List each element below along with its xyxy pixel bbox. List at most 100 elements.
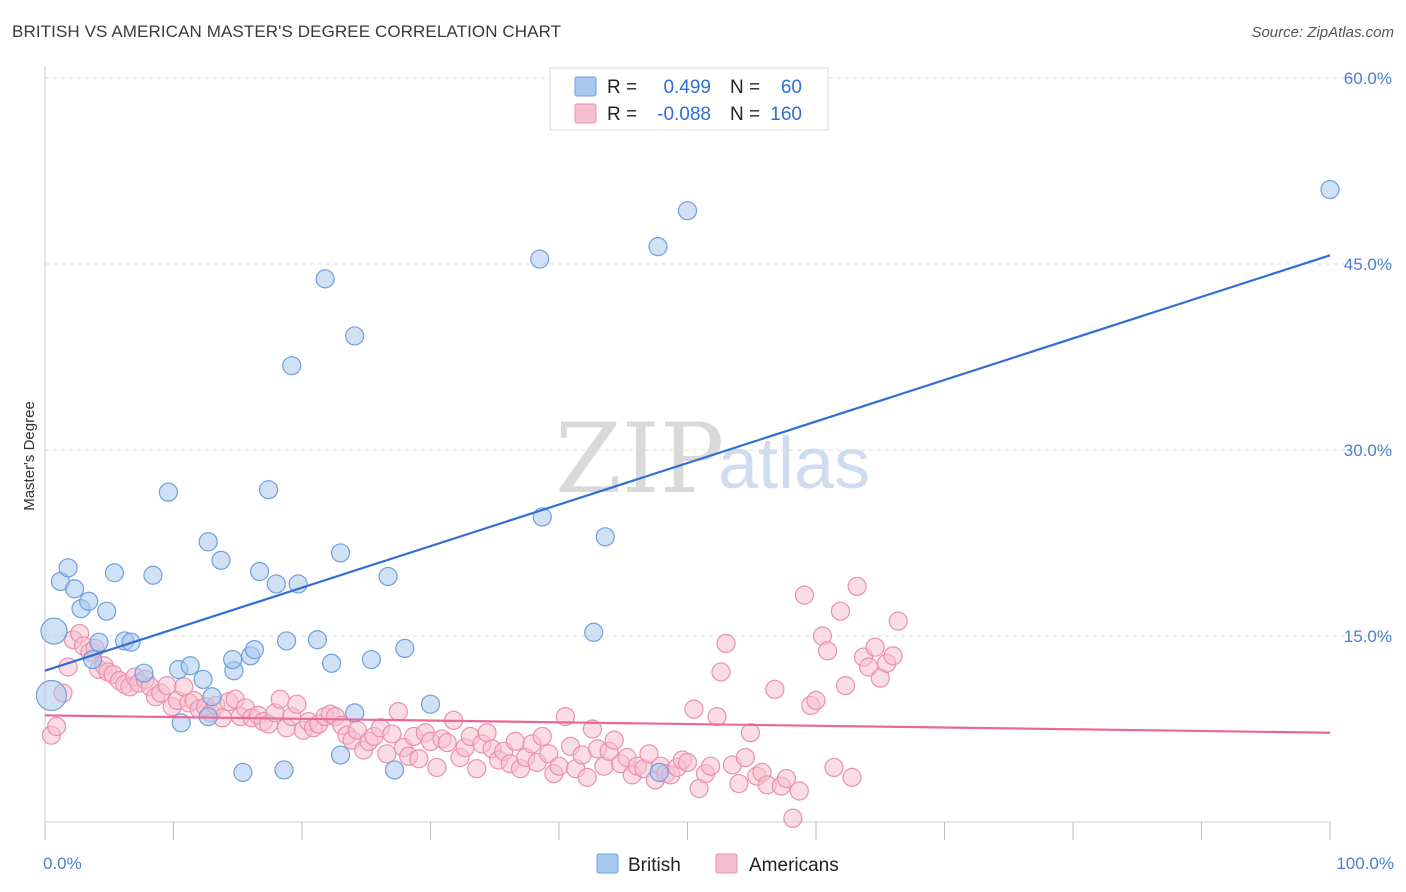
americans-key-label: Americans bbox=[749, 855, 839, 876]
watermark-atlas: atlas bbox=[718, 424, 870, 504]
british-point bbox=[677, 201, 698, 221]
americans-point bbox=[477, 723, 497, 743]
americans-point bbox=[865, 637, 885, 657]
british-point bbox=[530, 249, 550, 269]
source-credit: Source: ZipAtlas.com bbox=[1251, 24, 1394, 41]
americans-point bbox=[716, 633, 736, 654]
british-key-label: British bbox=[628, 855, 681, 876]
americans-point bbox=[711, 662, 731, 682]
british-point bbox=[202, 687, 222, 707]
gridlines bbox=[45, 77, 1392, 637]
british-point bbox=[180, 656, 200, 676]
british-point bbox=[233, 762, 253, 783]
british-point bbox=[307, 630, 328, 650]
y-tick-label: 30.0% bbox=[1344, 441, 1392, 460]
y-axis-label: Master's Degree bbox=[21, 401, 38, 511]
british-trend-line bbox=[44, 254, 1331, 672]
americans-point bbox=[883, 646, 903, 666]
british-point bbox=[330, 543, 351, 563]
americans-point bbox=[677, 752, 698, 773]
americans-point bbox=[824, 757, 844, 778]
british-point bbox=[384, 760, 405, 780]
y-tick-label: 45.0% bbox=[1344, 255, 1392, 274]
americans-point bbox=[604, 730, 624, 750]
americans-point bbox=[740, 723, 761, 743]
y-tick-label: 60.0% bbox=[1344, 69, 1392, 88]
americans-series bbox=[41, 576, 908, 828]
americans-r-value: -0.088 bbox=[657, 104, 711, 125]
americans-point bbox=[287, 694, 307, 714]
british-point bbox=[584, 622, 604, 642]
americans-n-label: N = bbox=[730, 104, 760, 125]
british-point bbox=[35, 679, 68, 712]
americans-point bbox=[842, 767, 862, 787]
british-point bbox=[158, 482, 178, 502]
americans-legend-swatch bbox=[574, 103, 597, 124]
british-n-value: 60 bbox=[781, 77, 802, 98]
americans-point bbox=[46, 716, 67, 737]
americans-point bbox=[776, 768, 797, 789]
americans-point bbox=[409, 749, 429, 769]
british-point bbox=[395, 638, 415, 659]
british-point bbox=[58, 558, 78, 578]
british-point bbox=[193, 669, 213, 690]
americans-point bbox=[270, 689, 290, 709]
british-point bbox=[420, 694, 441, 714]
americans-point bbox=[555, 706, 576, 727]
british-point bbox=[378, 566, 398, 587]
americans-point bbox=[382, 724, 402, 744]
americans-point bbox=[783, 808, 803, 828]
british-r-value: 0.499 bbox=[663, 77, 711, 98]
british-point bbox=[40, 617, 68, 645]
british-key-swatch bbox=[596, 853, 619, 874]
british-point bbox=[143, 565, 163, 585]
british-point bbox=[134, 663, 154, 683]
x-tick-label: 100.0% bbox=[1336, 854, 1394, 873]
americans-point bbox=[505, 731, 525, 752]
americans-point bbox=[859, 657, 879, 677]
british-r-label: R = bbox=[607, 77, 637, 98]
americans-point bbox=[707, 706, 727, 727]
tick-labels: 15.0% 30.0% 45.0% 60.0% 0.0% 100.0% bbox=[43, 69, 1394, 873]
americans-key-swatch bbox=[715, 853, 738, 874]
british-point bbox=[104, 563, 124, 583]
british-point bbox=[648, 237, 668, 257]
british-point bbox=[82, 649, 103, 670]
british-point bbox=[595, 527, 615, 547]
americans-point bbox=[817, 641, 838, 661]
british-point bbox=[649, 762, 669, 783]
british-point bbox=[276, 631, 297, 651]
americans-point bbox=[765, 679, 785, 699]
british-point bbox=[79, 591, 99, 611]
americans-point bbox=[835, 675, 856, 696]
americans-point bbox=[794, 585, 815, 605]
americans-point bbox=[639, 744, 659, 764]
british-point bbox=[315, 269, 335, 289]
americans-point bbox=[577, 767, 597, 787]
americans-point bbox=[532, 726, 552, 747]
british-point bbox=[330, 745, 351, 765]
british-point bbox=[249, 561, 270, 582]
americans-r-label: R = bbox=[607, 104, 637, 125]
americans-point bbox=[847, 576, 867, 597]
x-tick-label: 0.0% bbox=[43, 854, 82, 873]
americans-point bbox=[549, 756, 569, 776]
americans-point bbox=[830, 601, 851, 621]
british-point bbox=[198, 532, 218, 552]
british-point bbox=[223, 649, 243, 670]
americans-point bbox=[437, 733, 457, 753]
americans-point bbox=[582, 719, 603, 739]
british-point bbox=[345, 703, 365, 723]
british-point bbox=[1320, 180, 1340, 200]
british-point bbox=[89, 632, 109, 652]
americans-point bbox=[684, 699, 704, 719]
british-point bbox=[64, 579, 85, 599]
chart-title: BRITISH VS AMERICAN MASTER'S DEGREE CORR… bbox=[12, 22, 562, 41]
americans-point bbox=[735, 747, 755, 768]
americans-point bbox=[806, 690, 826, 711]
british-point bbox=[361, 649, 381, 670]
americans-point bbox=[377, 744, 397, 764]
british-point bbox=[345, 326, 365, 346]
series-legend: British Americans bbox=[596, 853, 839, 876]
